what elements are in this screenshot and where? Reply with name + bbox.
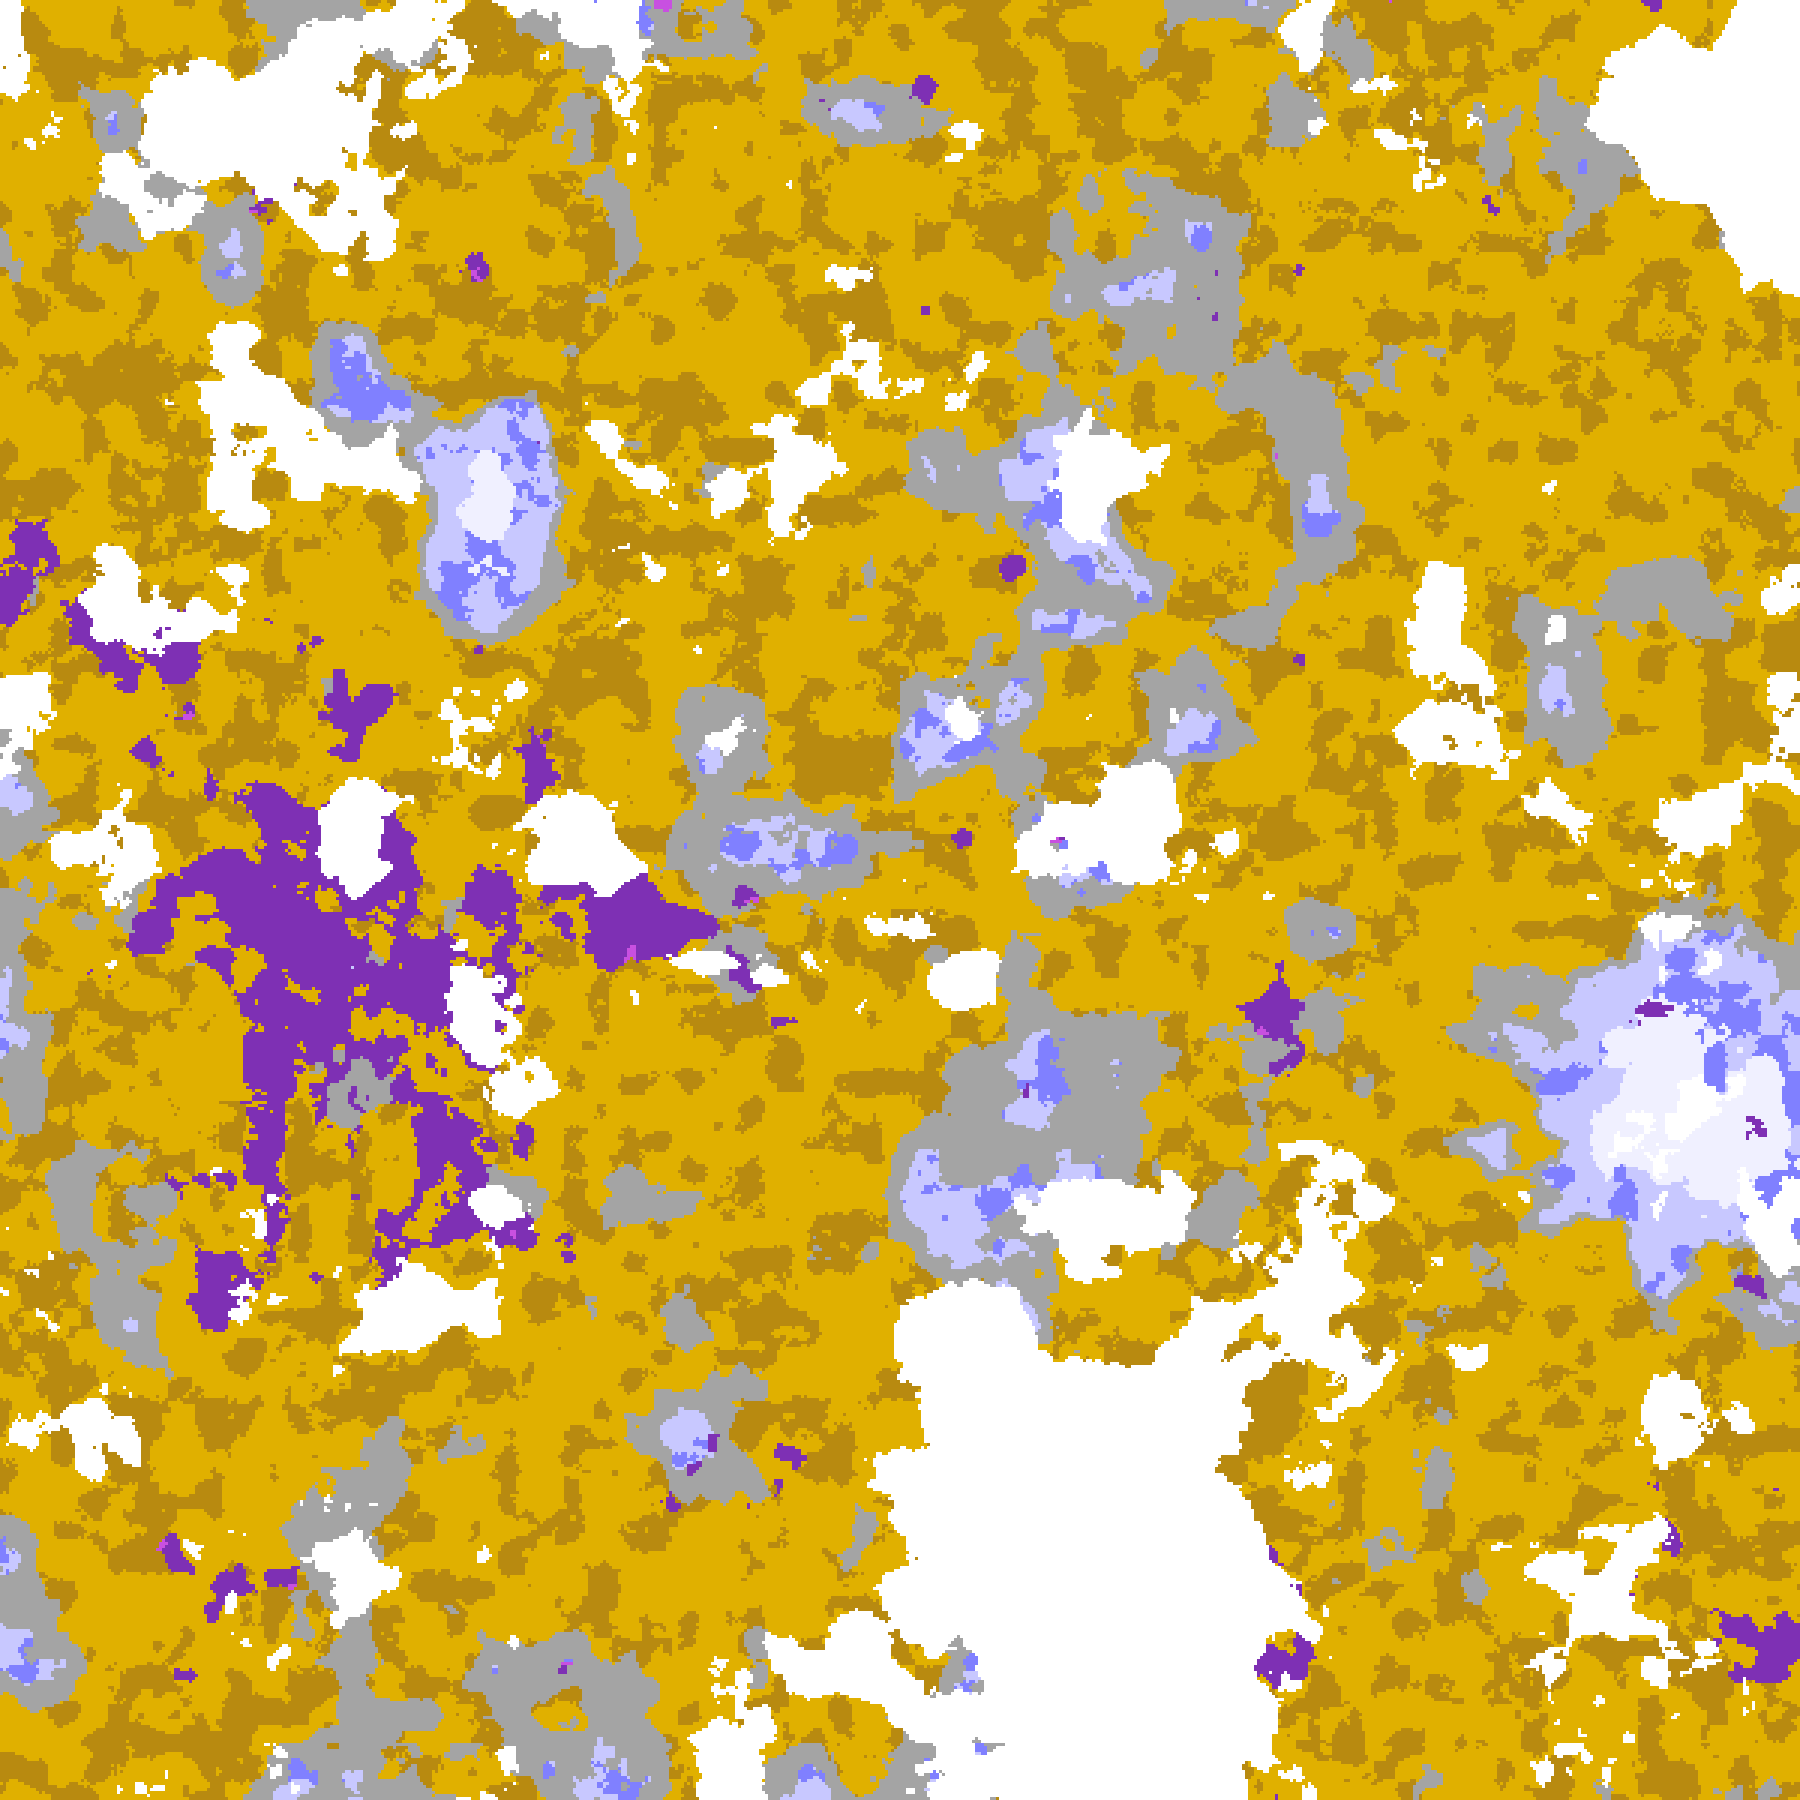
satellite-classification-map [0,0,1800,1800]
